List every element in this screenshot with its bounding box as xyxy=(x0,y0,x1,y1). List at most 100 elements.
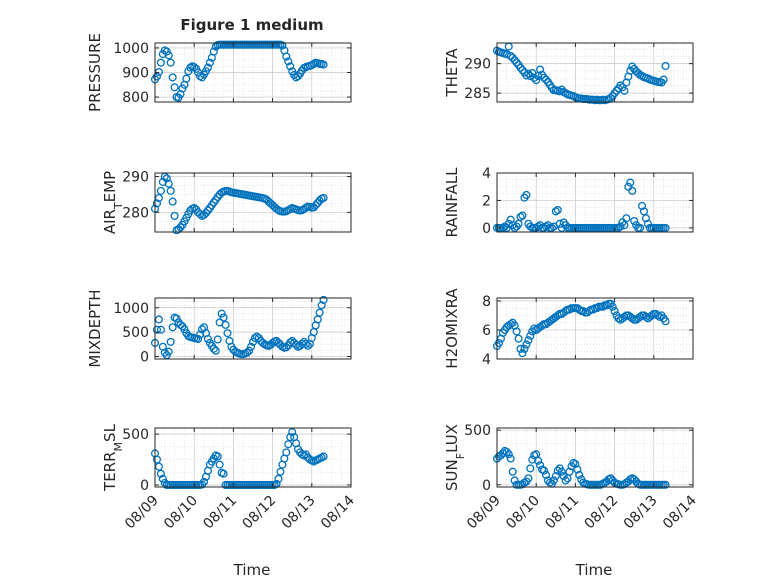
data-point xyxy=(592,304,602,313)
data-point xyxy=(636,223,645,232)
data-point xyxy=(528,455,537,464)
data-point xyxy=(522,340,531,349)
data-point xyxy=(518,211,527,220)
data-point xyxy=(526,331,535,340)
y-axis-label: SUNFLUX xyxy=(443,424,467,491)
data-point xyxy=(565,305,574,314)
data-point xyxy=(608,302,617,311)
data-point xyxy=(502,50,511,59)
data-point xyxy=(647,311,656,320)
data-point xyxy=(213,452,222,461)
data-point xyxy=(547,223,556,232)
data-point xyxy=(294,72,303,81)
data-point xyxy=(286,433,295,442)
subplot-mixdepth: 0 500 1000 MIXDEPTH xyxy=(86,289,352,368)
data-point xyxy=(172,314,181,323)
data-point xyxy=(532,76,541,85)
subplot-h2omixra: 4 6 8 H2OMIXRA xyxy=(443,288,694,369)
data-point xyxy=(217,309,226,318)
data-point xyxy=(575,470,584,480)
data-point xyxy=(162,174,171,183)
data-point xyxy=(555,219,564,228)
data-point xyxy=(276,467,285,476)
data-point xyxy=(628,186,637,195)
data-point xyxy=(655,312,664,321)
data-point xyxy=(518,66,527,75)
data-point xyxy=(506,215,515,224)
data-point xyxy=(620,312,629,321)
data-point xyxy=(190,63,199,72)
data-point xyxy=(170,83,179,92)
data-point xyxy=(284,57,293,66)
data-point xyxy=(504,219,513,228)
y-axis-label: MIXDEPTH xyxy=(86,289,104,367)
data-point xyxy=(319,295,328,305)
data-point xyxy=(221,320,230,329)
data-point xyxy=(282,52,291,61)
y-tick-label: 8 xyxy=(482,294,491,310)
data-point xyxy=(154,315,163,324)
data-point xyxy=(539,466,549,475)
data-point xyxy=(168,73,177,82)
y-tick-label: 285 xyxy=(464,86,491,102)
data-point xyxy=(571,460,580,469)
data-point xyxy=(641,214,651,223)
data-point xyxy=(553,205,562,215)
data-point xyxy=(520,344,529,353)
y-axis-label: THETA xyxy=(443,48,461,98)
data-point xyxy=(215,460,224,469)
data-point xyxy=(504,450,513,459)
data-point xyxy=(164,347,173,356)
data-point xyxy=(282,448,291,457)
data-point xyxy=(616,222,625,231)
subplot-pressure: 800 900 1000 PRESSURE xyxy=(86,33,352,112)
y-tick-label: 0 xyxy=(140,350,149,366)
data-point xyxy=(565,467,574,476)
data-point xyxy=(661,480,670,489)
data-point xyxy=(152,72,162,81)
data-point xyxy=(641,312,651,321)
y-tick-label: 900 xyxy=(122,66,149,82)
data-point xyxy=(160,348,169,357)
y-tick-label: 6 xyxy=(482,323,491,339)
data-point xyxy=(510,56,519,65)
data-point xyxy=(514,334,523,343)
axes-box xyxy=(154,172,352,233)
data-point xyxy=(317,301,326,310)
data-point xyxy=(502,447,511,457)
y-axis-label: TERRMSL xyxy=(101,423,125,492)
axes-box xyxy=(496,42,694,103)
data-point xyxy=(541,75,551,84)
data-point xyxy=(526,464,535,473)
y-tick-label: 0 xyxy=(140,478,149,494)
data-point xyxy=(209,47,218,56)
data-point xyxy=(622,214,631,223)
data-point xyxy=(557,467,566,476)
data-point xyxy=(182,74,191,83)
data-point xyxy=(301,339,310,348)
data-point xyxy=(154,193,163,203)
data-point xyxy=(209,344,218,353)
data-point xyxy=(637,201,647,210)
y-tick-label: 500 xyxy=(122,427,149,443)
data-point xyxy=(553,466,562,475)
data-point xyxy=(508,53,517,62)
markers-pressure xyxy=(150,40,328,102)
data-point xyxy=(530,73,539,82)
data-point xyxy=(243,348,252,357)
data-point xyxy=(164,51,173,60)
data-point xyxy=(606,93,615,102)
data-point xyxy=(524,69,533,78)
data-point xyxy=(154,462,163,471)
x-axis-label-left: Time xyxy=(233,561,271,579)
y-axis-label: PRESSURE xyxy=(86,33,104,112)
data-point xyxy=(579,307,588,316)
data-point xyxy=(610,307,619,316)
data-point xyxy=(248,337,258,346)
data-point xyxy=(211,346,220,355)
y-tick-label: 500 xyxy=(464,423,491,439)
data-point xyxy=(290,70,299,80)
